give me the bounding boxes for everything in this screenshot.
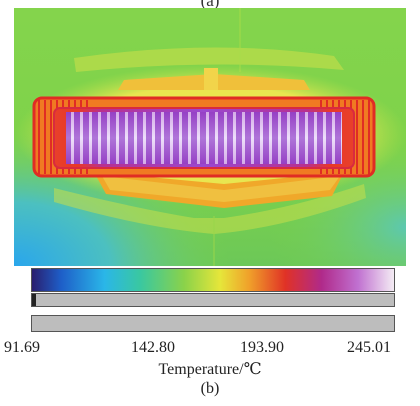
tick-label-min: 91.69 <box>4 339 40 356</box>
tick-label-2: 142.80 <box>131 339 175 356</box>
top-panel-label: (a) <box>200 0 220 10</box>
colorbar-scale-strip <box>31 315 395 332</box>
tick-label-max: 245.01 <box>347 339 391 356</box>
temperature-colorbar <box>31 268 395 292</box>
panel-label: (b) <box>200 380 220 397</box>
colorbar-axis-title: Temperature/℃ <box>158 361 262 378</box>
thermal-image <box>14 8 406 266</box>
colorbar-tick-labels: 91.69 142.80 193.90 245.01 <box>0 339 420 359</box>
colorbar-gray-strip <box>31 293 395 307</box>
tick-label-3: 193.90 <box>240 339 284 356</box>
